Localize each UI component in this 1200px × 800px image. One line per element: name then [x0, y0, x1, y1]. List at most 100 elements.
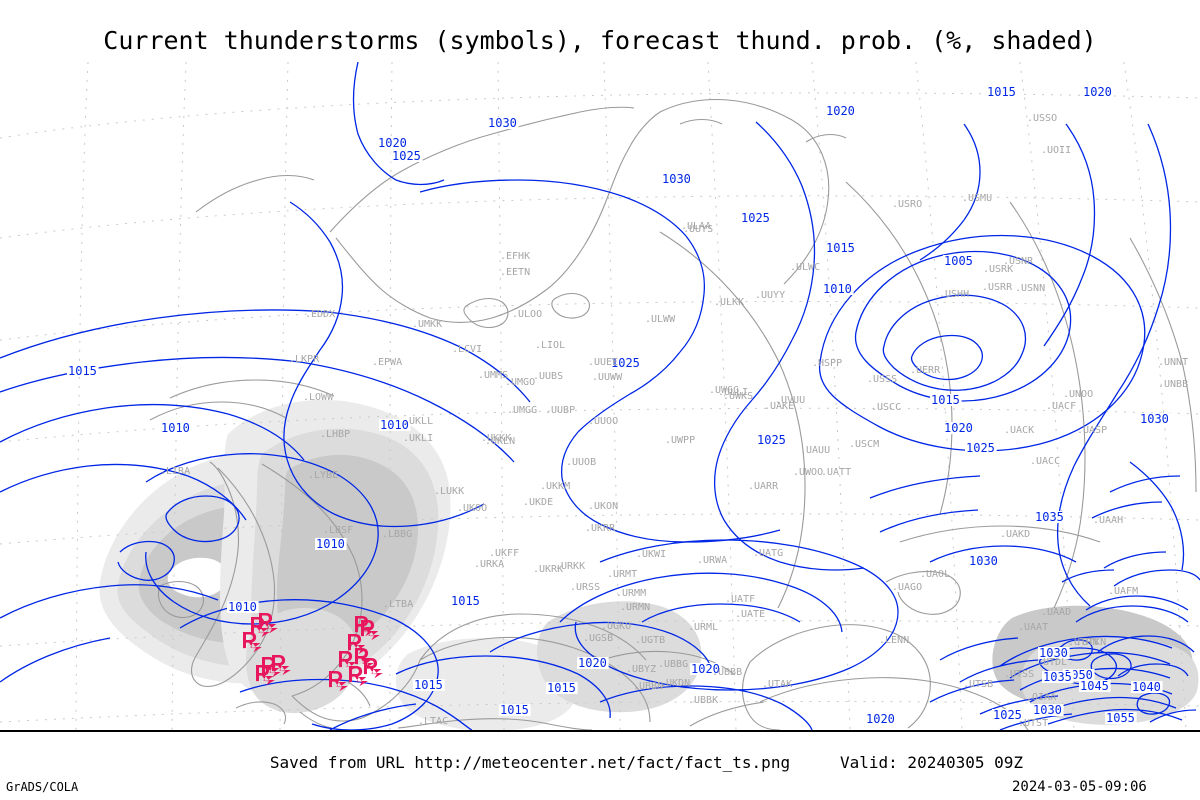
station-label: .EFHK	[500, 251, 530, 262]
thunderstorm-glyph	[243, 632, 262, 653]
station-label: .USNR	[1003, 256, 1034, 267]
station-label: .USMU	[962, 193, 992, 204]
station-label: .URKK	[555, 561, 585, 572]
thunderstorm-symbol	[262, 657, 281, 678]
thunderstorm-symbol	[256, 665, 275, 686]
station-label: .UUEE	[588, 357, 618, 368]
station-label: .UUBS	[533, 371, 563, 382]
isobar-label: 1025	[757, 433, 786, 447]
station-label: .UWGG	[709, 385, 739, 396]
station-label: .OIAA	[1026, 692, 1056, 703]
thunderstorm-glyph	[329, 671, 348, 692]
saved-from-url-label: Saved from URL http://meteocenter.net/fa…	[269, 753, 791, 772]
isobar-label: 1025	[741, 211, 770, 225]
isobar-label: 1030	[969, 554, 998, 568]
isobar-label: 1025	[993, 708, 1022, 722]
thunderstorm-glyph	[364, 658, 383, 679]
isobar-label-halo	[740, 212, 772, 224]
isobar-label-halo	[968, 555, 1000, 567]
station-label: .UAOL	[920, 569, 950, 580]
station-label: .LKPR	[289, 354, 320, 365]
station-label: .UATT	[821, 467, 851, 478]
station-label: .UTST	[1018, 718, 1048, 729]
station-label: .UACC	[1030, 456, 1060, 467]
thunderstorm-symbol	[361, 620, 380, 641]
station-label: .UARR	[748, 481, 779, 492]
isobar-label-halo	[413, 679, 445, 691]
shade-region-balkans-dark	[276, 454, 418, 650]
station-label: .UWOO	[793, 467, 823, 478]
isobar-label: 1015	[987, 85, 1016, 99]
isobar-label-halo	[160, 422, 192, 434]
isobar-label: 1015	[414, 678, 443, 692]
isobar-label-halo	[1042, 671, 1074, 683]
thunderstorm-symbol	[272, 655, 291, 676]
station-label: .UASP	[1077, 425, 1107, 436]
station-label: .UKKK	[481, 433, 511, 444]
station-label: .UKFF	[489, 548, 519, 559]
isobar-label: 1020	[1083, 85, 1112, 99]
station-label-layer: .LIRA .LKPR .EPWA .EDDX .UMKK .EFHK .EETN .ULOO…	[160, 113, 1188, 729]
isobar-label: 1015	[451, 594, 480, 608]
valid-time-label: Valid: 20240305 09Z	[840, 753, 1024, 772]
isobar-label: 1035	[1043, 670, 1072, 684]
station-label: .LUKK	[434, 486, 464, 497]
station-label: .UKRK	[533, 564, 563, 575]
isobar-layer	[0, 62, 1200, 730]
station-label: .ULLI	[718, 387, 748, 398]
producer-label: GrADS/COLA	[6, 780, 79, 794]
thunderstorm-glyph	[262, 657, 281, 678]
station-label: .UTKN	[1076, 637, 1106, 648]
thunderstorm-glyph	[361, 620, 380, 641]
isobar-label-halo	[1082, 86, 1114, 98]
station-label: .UBBB	[712, 667, 742, 678]
station-label: .UBBG	[658, 659, 688, 670]
station-label: .UKRR	[585, 523, 616, 534]
isobar-label-halo	[546, 682, 578, 694]
isobar-label-halo	[315, 538, 347, 550]
station-label: .ULWW	[645, 314, 676, 325]
station-label: .LHBP	[320, 429, 350, 440]
station-label: .UGTB	[635, 635, 665, 646]
isobar-label-halo	[227, 601, 259, 613]
thunderstorm-symbol	[259, 613, 278, 634]
isobar-label-halo	[930, 394, 962, 406]
thunderstorm-glyph	[256, 665, 275, 686]
station-label: .UNBB	[1158, 379, 1188, 390]
thunderstorm-symbol	[364, 658, 383, 679]
station-label: .LENN	[879, 635, 909, 646]
station-label: .UAKE	[764, 401, 794, 412]
thunderstorm-symbol-layer	[243, 613, 383, 692]
isobar-label: 1045	[1080, 679, 1109, 693]
station-label: .URSS	[570, 582, 600, 593]
isobar-label-halo	[1131, 681, 1163, 693]
isobar-label-halo	[67, 365, 99, 377]
station-label: .UUWW	[592, 372, 623, 383]
station-label: .UBBN	[633, 681, 663, 692]
isobar-label: 1010	[380, 418, 409, 432]
isobar-label-halo	[661, 173, 693, 185]
map-bottom-frame	[0, 730, 1200, 732]
isobar-label: 1055	[1106, 711, 1135, 725]
station-label: .UMMS	[478, 370, 508, 381]
synoptic-map[interactable]: 1030 1020 1025 1030 1020 1015 1020 1025 1015 1005…	[0, 62, 1200, 730]
station-label: .UOII	[1041, 145, 1071, 156]
station-label: .USRO	[892, 199, 922, 210]
isobar-label-halo	[450, 595, 482, 607]
station-label: .UATG	[753, 548, 783, 559]
station-label: .URMM	[616, 588, 646, 599]
isobar-label-halo	[822, 283, 854, 295]
station-label: .LBSF	[323, 525, 353, 536]
isobar-label-halo	[690, 663, 722, 675]
thunderstorm-symbol	[349, 666, 368, 687]
isobar-label: 1015	[826, 241, 855, 255]
isobar-label: 1010	[823, 282, 852, 296]
isobar-label-halo	[1038, 647, 1070, 659]
isobar-label: 1030	[488, 116, 517, 130]
station-label: .UKON	[588, 501, 618, 512]
station-label: .UGSB	[583, 633, 613, 644]
isobar-label-halo	[1034, 511, 1066, 523]
station-label: .UVUU	[775, 395, 805, 406]
station-label: .UMGG	[507, 405, 537, 416]
